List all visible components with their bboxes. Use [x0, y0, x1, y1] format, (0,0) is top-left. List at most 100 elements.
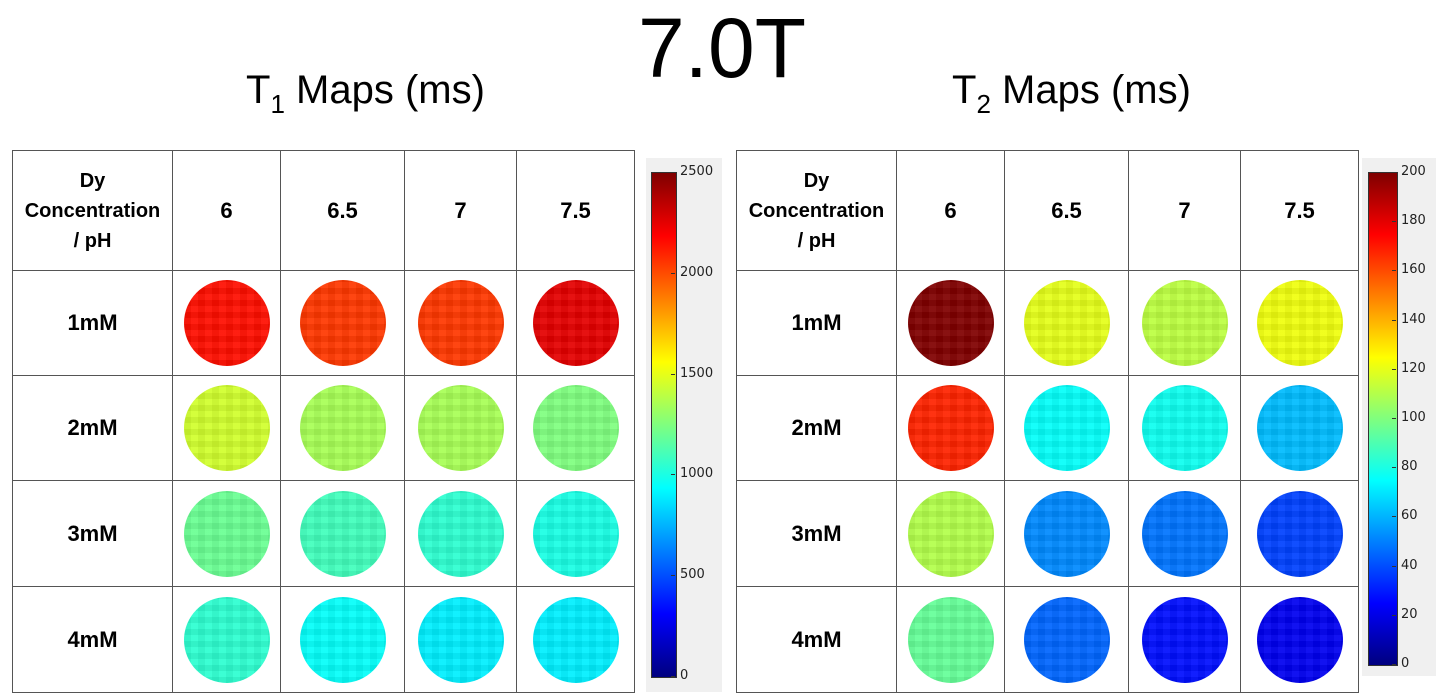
- colorbar-tick-mark: [671, 474, 675, 475]
- corner-label-line: Dy: [803, 169, 830, 192]
- table-row: 3mM: [736, 480, 1359, 587]
- t2-title-rest: Maps (ms): [990, 68, 1191, 112]
- t2-sample-disk-4mM-ph-6.5: [1023, 596, 1110, 683]
- colorbar-tick-mark: [671, 374, 675, 375]
- table-row: 1mM: [12, 270, 635, 376]
- t2-sample-disk-2mM-ph-7.5: [1256, 385, 1343, 471]
- colorbar-tick-mark: [1392, 566, 1396, 567]
- t1-sample-disk-2mM-ph-6.5: [299, 385, 386, 471]
- column-header-ph-6.5: 6.5: [280, 150, 405, 271]
- t2-colorbar: [1368, 172, 1398, 666]
- row-label-1mM: 1mM: [12, 270, 173, 376]
- map-cell: [896, 375, 1005, 481]
- table-row: 3mM: [12, 480, 635, 587]
- t1-colorbar-tick-label: 1500: [680, 366, 714, 381]
- t1-corner-label: Dy Concentration / pH: [12, 150, 173, 271]
- t1-map-table: Dy Concentration / pH 6 6.5 7 7.5 1mM 2mM 3mM 4mM: [12, 150, 635, 693]
- map-cell: [516, 270, 635, 376]
- t2-sample-disk-2mM-ph-6.5: [1023, 385, 1110, 471]
- colorbar-tick-mark: [1392, 270, 1396, 271]
- colorbar-tick-mark: [1392, 467, 1396, 468]
- t2-sample-disk-3mM-ph-7.5: [1256, 490, 1343, 577]
- row-label-2mM: 2mM: [736, 375, 897, 481]
- t2-map-table: Dy Concentration / pH 6 6.5 7 7.5 1mM 2mM 3mM 4mM: [736, 150, 1359, 693]
- corner-label-line: Concentration: [24, 199, 161, 222]
- t1-colorbar-tick-label: 0: [680, 668, 689, 683]
- colorbar-tick-mark: [671, 676, 675, 677]
- colorbar-tick-mark: [1392, 320, 1396, 321]
- column-header-ph-6: 6: [896, 150, 1005, 271]
- map-cell: [1004, 480, 1129, 587]
- t2-title-subscript: 2: [976, 89, 991, 119]
- t1-sample-disk-4mM-ph-6.5: [299, 596, 386, 683]
- t2-colorbar-tick-label: 40: [1401, 558, 1418, 573]
- map-cell: [404, 586, 517, 693]
- t1-sample-disk-1mM-ph-7: [417, 280, 504, 366]
- colorbar-tick-mark: [1392, 615, 1396, 616]
- t2-title-main: T: [952, 68, 977, 112]
- table-row: 1mM: [736, 270, 1359, 376]
- map-cell: [280, 586, 405, 693]
- colorbar-tick-mark: [1392, 516, 1396, 517]
- t2-sample-disk-1mM-ph-6: [907, 280, 994, 366]
- map-cell: [172, 270, 281, 376]
- map-cell: [1004, 270, 1129, 376]
- t2-colorbar-tick-label: 20: [1401, 607, 1418, 622]
- map-cell: [172, 586, 281, 693]
- row-label-4mM: 4mM: [736, 586, 897, 693]
- table-row: 2mM: [12, 375, 635, 481]
- table-row: 2mM: [736, 375, 1359, 481]
- colorbar-tick-mark: [1392, 221, 1396, 222]
- t2-colorbar-tick-label: 120: [1401, 361, 1426, 376]
- t2-sample-disk-1mM-ph-6.5: [1023, 280, 1110, 366]
- column-header-ph-7: 7: [1128, 150, 1241, 271]
- t1-sample-disk-1mM-ph-7.5: [532, 280, 619, 366]
- map-cell: [280, 375, 405, 481]
- t1-sample-disk-3mM-ph-6: [183, 490, 270, 577]
- map-cell: [1128, 375, 1241, 481]
- map-cell: [404, 375, 517, 481]
- map-cell: [896, 586, 1005, 693]
- column-header-ph-7.5: 7.5: [516, 150, 635, 271]
- t1-sample-disk-2mM-ph-7: [417, 385, 504, 471]
- t2-sample-disk-1mM-ph-7: [1141, 280, 1228, 366]
- t2-colorbar-tick-label: 80: [1401, 459, 1418, 474]
- colorbar-tick-mark: [671, 575, 675, 576]
- map-cell: [1240, 480, 1359, 587]
- t2-colorbar-tick-label: 200: [1401, 164, 1426, 179]
- t1-sample-disk-3mM-ph-6.5: [299, 490, 386, 577]
- colorbar-tick-mark: [1392, 664, 1396, 665]
- t2-sample-disk-4mM-ph-6: [907, 596, 994, 683]
- row-label-2mM: 2mM: [12, 375, 173, 481]
- t2-sample-disk-3mM-ph-6: [907, 490, 994, 577]
- map-cell: [404, 270, 517, 376]
- map-cell: [896, 480, 1005, 587]
- column-header-ph-7: 7: [404, 150, 517, 271]
- t1-colorbar-tick-label: 2000: [680, 265, 714, 280]
- map-cell: [172, 480, 281, 587]
- t2-colorbar-tick-label: 60: [1401, 508, 1418, 523]
- t1-sample-disk-4mM-ph-7.5: [532, 596, 619, 683]
- t2-colorbar-tick-label: 160: [1401, 262, 1426, 277]
- map-cell: [280, 480, 405, 587]
- t2-colorbar-tick-label: 100: [1401, 410, 1426, 425]
- t1-sample-disk-1mM-ph-6: [183, 280, 270, 366]
- t2-colorbar-tick-label: 140: [1401, 312, 1426, 327]
- map-cell: [280, 270, 405, 376]
- column-header-ph-7.5: 7.5: [1240, 150, 1359, 271]
- map-cell: [1240, 270, 1359, 376]
- t1-sample-disk-4mM-ph-7: [417, 596, 504, 683]
- map-cell: [1128, 480, 1241, 587]
- map-cell: [1128, 270, 1241, 376]
- t1-sample-disk-1mM-ph-6.5: [299, 280, 386, 366]
- t2-sample-disk-2mM-ph-6: [907, 385, 994, 471]
- map-cell: [1004, 586, 1129, 693]
- map-cell: [896, 270, 1005, 376]
- t2-corner-label: Dy Concentration / pH: [736, 150, 897, 271]
- table-row: 4mM: [12, 586, 635, 693]
- map-cell: [1004, 375, 1129, 481]
- row-label-1mM: 1mM: [736, 270, 897, 376]
- corner-label-line: / pH: [73, 229, 112, 252]
- t1-sample-disk-3mM-ph-7.5: [532, 490, 619, 577]
- t1-title-subscript: 1: [270, 89, 285, 119]
